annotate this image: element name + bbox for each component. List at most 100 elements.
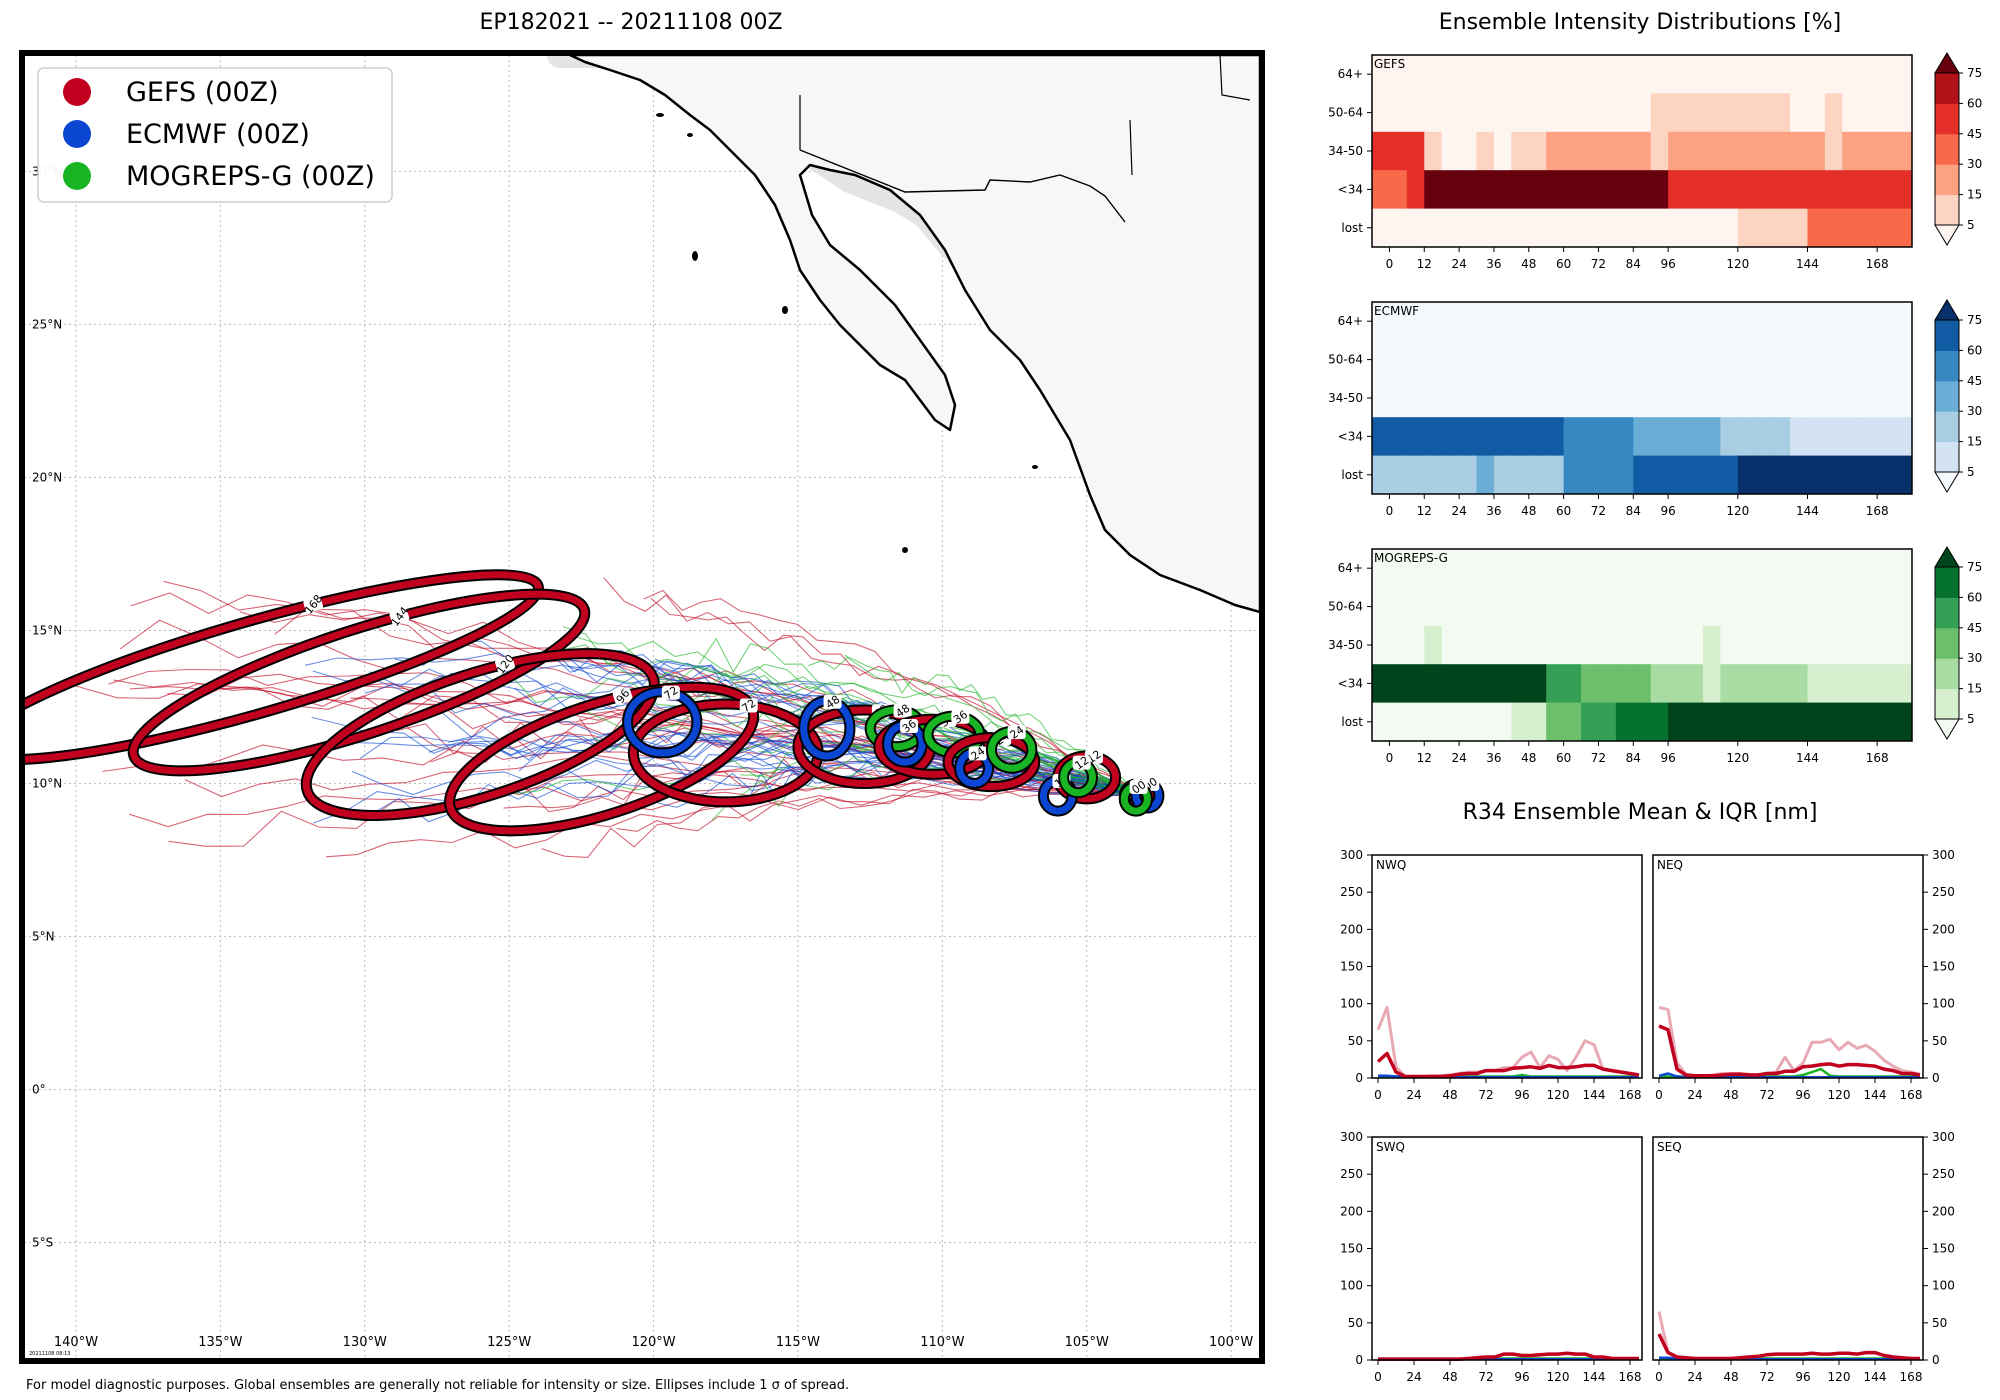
heatmap-x-tick: 72 xyxy=(1591,257,1606,271)
heatmap-cell xyxy=(1790,208,1808,248)
heatmap-cell xyxy=(1459,131,1478,171)
heatmap-x-tick: 84 xyxy=(1626,257,1641,271)
colorbar-tick: 60 xyxy=(1967,343,1982,357)
heatmap-cell xyxy=(1372,340,1408,380)
heatmap-cell xyxy=(1372,664,1408,704)
heatmap-cell xyxy=(1476,302,1495,341)
heatmap-cell xyxy=(1598,170,1617,210)
r34-x-tick: 48 xyxy=(1723,1088,1738,1102)
heatmap-cell xyxy=(1859,302,1878,341)
heatmap-cell xyxy=(1877,55,1896,94)
heatmap-cell xyxy=(1894,702,1913,742)
heatmap-cell xyxy=(1755,340,1774,380)
heatmap-cell xyxy=(1685,340,1704,380)
heatmap-cell xyxy=(1528,170,1547,210)
heatmap-cell xyxy=(1702,340,1721,380)
heatmap-cell xyxy=(1842,55,1861,94)
heatmap-cell xyxy=(1842,131,1861,171)
heatmap-x-tick: 12 xyxy=(1417,257,1432,271)
heatmap-cell xyxy=(1615,170,1634,210)
heatmap-cell xyxy=(1476,208,1495,248)
heatmap-cell xyxy=(1424,93,1443,133)
r34-x-tick: 96 xyxy=(1514,1088,1529,1102)
heatmap-cell xyxy=(1755,417,1774,457)
heatmap-cell xyxy=(1598,378,1617,418)
ensemble-track xyxy=(643,589,1145,799)
heatmap-cell xyxy=(1633,549,1652,588)
heatmap-cell xyxy=(1406,93,1425,133)
ensemble-track xyxy=(586,707,1145,800)
heatmap-cell xyxy=(1824,55,1843,94)
heatmap-cell xyxy=(1581,549,1599,588)
heatmap-cell xyxy=(1894,55,1913,94)
heatmap-x-tick: 12 xyxy=(1417,751,1432,765)
r34-panel-label: NEQ xyxy=(1657,858,1683,872)
heatmap-cell xyxy=(1877,455,1896,495)
forecast-ellipse-mogreps: 00 xyxy=(1118,778,1153,817)
heatmap-x-tick: 36 xyxy=(1486,504,1501,518)
heatmap-cell xyxy=(1633,170,1652,210)
heatmap-cell xyxy=(1372,170,1408,210)
heatmap-cell xyxy=(1772,378,1791,418)
heatmap-cell xyxy=(1546,549,1565,588)
heatmap-cell xyxy=(1406,55,1425,94)
heatmap-cell xyxy=(1824,625,1843,665)
legend-label-ecmwf: ECMWF (00Z) xyxy=(126,119,310,150)
heatmap-cell xyxy=(1633,93,1652,133)
heatmap-cell xyxy=(1581,455,1599,495)
heatmap-cell xyxy=(1581,208,1599,248)
colorbar-mogreps-g: 5 15 30 45 60 75 xyxy=(1934,546,1982,740)
footnote: For model diagnostic purposes. Global en… xyxy=(26,1378,850,1393)
heatmap-cell xyxy=(1511,417,1530,457)
heatmap-cell xyxy=(1581,664,1599,704)
heatmap-cell xyxy=(1511,664,1530,704)
heatmap-cell xyxy=(1755,170,1774,210)
heatmap-cell xyxy=(1546,587,1565,627)
lat-tick-label: 10°N xyxy=(32,777,62,791)
heatmap-cell xyxy=(1859,340,1878,380)
heatmap-cell xyxy=(1563,55,1582,94)
heatmap-cell xyxy=(1441,208,1460,248)
gefs-mean-line xyxy=(1376,1051,1640,1079)
heatmap-cell xyxy=(1633,587,1652,627)
heatmap-cell xyxy=(1406,378,1425,418)
heatmap-cell xyxy=(1528,340,1547,380)
heatmap-cell xyxy=(1685,208,1704,248)
heatmap-cell xyxy=(1372,587,1408,627)
heatmap-cell xyxy=(1772,170,1791,210)
heatmap-cell xyxy=(1720,664,1739,704)
heatmap-cell xyxy=(1441,170,1460,210)
heatmap-row-label: lost xyxy=(1341,468,1363,482)
heatmap-cell xyxy=(1441,549,1460,588)
heatmap-cell xyxy=(1511,587,1530,627)
heatmap-cell xyxy=(1493,549,1512,588)
heatmap-cell xyxy=(1406,131,1425,171)
heatmap-cell xyxy=(1737,340,1756,380)
heatmap-x-tick: 48 xyxy=(1521,504,1536,518)
heatmap-x-tick: 84 xyxy=(1626,751,1641,765)
r34-x-tick: 72 xyxy=(1759,1088,1774,1102)
lon-tick-label: 110°W xyxy=(920,1335,964,1350)
heatmap-cell xyxy=(1633,131,1652,171)
heatmap-cell xyxy=(1563,625,1582,665)
heatmap-cell xyxy=(1563,417,1582,457)
heatmap-cell xyxy=(1581,702,1599,742)
heatmap-x-tick: 168 xyxy=(1866,257,1889,271)
r34-y-tick: 150 xyxy=(1340,1242,1363,1256)
heatmap-cell xyxy=(1372,702,1408,742)
heatmap-cell xyxy=(1824,131,1843,171)
heatmap-cell xyxy=(1720,131,1739,171)
heatmap-cell xyxy=(1406,702,1425,742)
r34-y-tick: 200 xyxy=(1340,922,1363,936)
heatmap-cell xyxy=(1894,208,1913,248)
heatmap-mogreps-g: 64+ 50-64 34-50 <34 lost MOGREPS-G 0 12 24 36 48 60… xyxy=(1328,548,1913,765)
heatmap-cell xyxy=(1546,131,1565,171)
heatmap-cell xyxy=(1720,340,1739,380)
heatmap-cell xyxy=(1877,131,1896,171)
heatmap-cell xyxy=(1894,587,1913,627)
heatmap-cell xyxy=(1476,702,1495,742)
r34-panel-label: SEQ xyxy=(1657,1140,1682,1154)
heatmap-cell xyxy=(1615,302,1634,341)
heatmap-cell xyxy=(1372,549,1408,588)
heatmap-cell xyxy=(1807,170,1826,210)
